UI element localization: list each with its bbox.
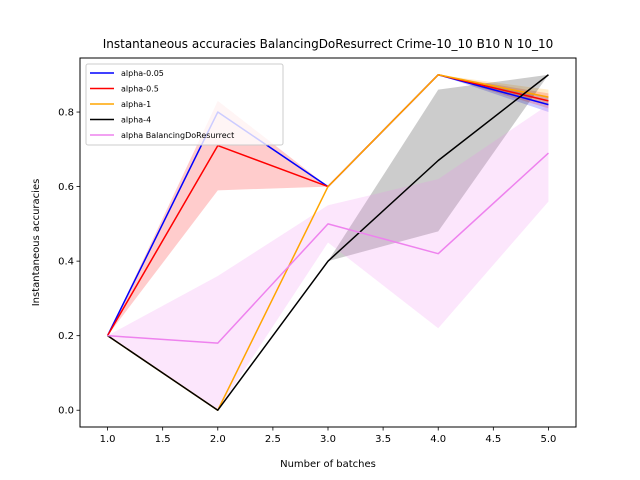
legend-label-alpha-1: alpha-1 <box>121 100 151 109</box>
x-tick-label: 2.5 <box>265 434 281 445</box>
x-tick-label: 3.5 <box>375 434 391 445</box>
y-axis-ticks: 0.0 0.2 0.4 0.6 0.8 <box>58 108 80 417</box>
legend-label-alpha-0-5: alpha-0.5 <box>121 85 159 94</box>
band-alpha-4 <box>107 74 549 411</box>
x-tick-label: 5.0 <box>540 434 556 445</box>
y-tick-label: 0.0 <box>58 406 74 417</box>
x-axis-ticks: 1.0 1.5 2.0 2.5 3.0 3.5 4.0 4.5 5.0 <box>100 427 556 445</box>
x-tick-label: 4.5 <box>485 434 501 445</box>
y-tick-label: 0.2 <box>58 331 74 342</box>
legend-label-alpha-4: alpha-4 <box>121 116 151 125</box>
line-alpha-balancingdoresurrect <box>107 152 549 344</box>
y-tick-label: 0.4 <box>58 257 74 268</box>
x-tick-label: 1.0 <box>100 434 116 445</box>
band-alpha-balancingdoresurrect <box>107 104 549 411</box>
x-tick-label: 2.0 <box>210 434 226 445</box>
legend-label-alpha-balancingdoresurrect: alpha BalancingDoResurrect <box>121 131 234 140</box>
series-lines <box>106 74 549 411</box>
line-alpha-4 <box>107 74 549 411</box>
chart-title: Instantaneous accuracies BalancingDoResu… <box>103 37 554 51</box>
x-tick-label: 4.0 <box>430 434 446 445</box>
legend-label-alpha-0-05: alpha-0.05 <box>121 69 164 78</box>
legend-box <box>85 63 284 146</box>
x-tick-label: 3.0 <box>320 434 336 445</box>
y-tick-label: 0.6 <box>58 182 74 193</box>
legend: alpha-0.05 alpha-0.5 alpha-1 alpha-4 alpha B… <box>85 63 284 146</box>
x-tick-label: 1.5 <box>155 434 171 445</box>
x-axis-label: Number of batches <box>280 459 376 470</box>
y-tick-label: 0.8 <box>58 108 74 119</box>
y-axis-label: Instantaneous accuracies <box>31 179 42 307</box>
